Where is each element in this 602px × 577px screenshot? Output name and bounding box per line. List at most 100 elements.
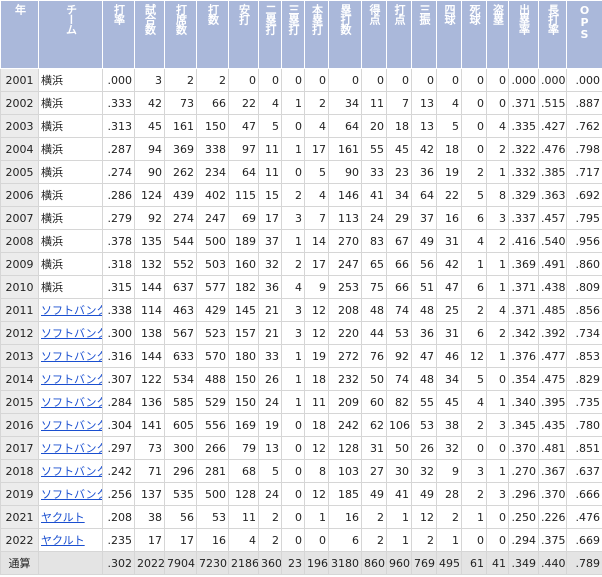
stat-cell: 0 [328,68,362,92]
stat-cell: .340 [508,390,539,414]
team-link[interactable]: ソフトバンク [41,465,103,478]
stat-cell: 0 [281,436,305,460]
stat-cell: .297 [102,436,135,460]
year-cell: 2021 [0,505,39,529]
header-text: 二塁打 [264,4,277,34]
team-link[interactable]: ソフトバンク [41,327,103,340]
column-header: 得点 [361,0,387,69]
stat-cell: 64 [328,114,362,138]
stat-cell: 402 [196,183,229,207]
stat-cell: 463 [164,298,197,322]
stat-cell: 150 [196,114,229,138]
stat-cell: .302 [102,551,135,575]
stat-cell: 556 [196,413,229,437]
data-row: 2017 ソフトバンク .297 73 300 266 79 13 0 12 128 31 50 26 32… [0,436,602,460]
stat-cell: 55 [361,137,387,161]
stat-cell: 4 [304,114,329,138]
stat-cell: 266 [196,436,229,460]
stat-cell: .375 [538,528,567,552]
stat-cell: .256 [102,482,135,506]
stat-cell: .851 [566,436,602,460]
stat-cell: 128 [328,436,362,460]
stat-cell: 42 [436,252,462,276]
team-cell: 横浜 [38,114,103,138]
team-link[interactable]: ソフトバンク [41,396,103,409]
data-row: 2006 横浜 .286 124 439 402 115 15 2 4 146 41 34 64 22 5 8.… [0,183,602,207]
stat-cell: 2 [258,528,282,552]
stat-cell: .860 [566,252,602,276]
team-link[interactable]: ヤクルト [41,511,85,524]
stat-cell: 36 [411,321,437,345]
team-cell: ソフトバンク [38,482,103,506]
team-link[interactable]: ソフトバンク [41,350,103,363]
stat-cell: 2022 [134,551,165,575]
stat-cell: 220 [328,321,362,345]
stat-cell: 18 [304,367,329,391]
year-cell: 2015 [0,390,39,414]
stat-cell: 161 [328,137,362,161]
team-link[interactable]: ソフトバンク [41,419,103,432]
stat-cell: 529 [196,390,229,414]
stat-cell: 16 [196,528,229,552]
stat-cell: .692 [566,183,602,207]
stat-cell: 157 [228,321,259,345]
stat-cell: 1 [281,367,305,391]
header-text: 打席数 [174,4,188,34]
stat-cell: .717 [566,160,602,184]
stat-cell: .370 [538,482,567,506]
stat-cell: 0 [486,436,509,460]
stat-cell: 281 [196,459,229,483]
team-link[interactable]: ソフトバンク [41,442,103,455]
team-link[interactable]: ソフトバンク [41,373,103,386]
data-row: 2018 ソフトバンク .242 71 296 281 68 5 0 8 103 27 30 32 9 3 1.… [0,459,602,483]
stat-cell: 42 [134,91,165,115]
stat-cell: 69 [228,206,259,230]
stat-cell: .226 [538,505,567,529]
stat-cell: 4 [461,229,487,253]
stat-cell: 0 [386,68,412,92]
stat-cell: 44 [361,321,387,345]
stat-cell: 32 [258,252,282,276]
stat-cell: 4 [486,114,509,138]
stat-cell: 145 [228,298,259,322]
stat-cell: 3 [461,459,487,483]
team-link[interactable]: ソフトバンク [41,488,103,501]
header-text: 盗塁 [491,4,505,24]
data-row: 2021 ヤクルト .208 38 56 53 11 2 0 1 16 2 1 12 2 1 0.250.226… [0,505,602,529]
stat-cell: 160 [228,252,259,276]
stat-cell: 49 [411,482,437,506]
stat-cell: .378 [102,229,135,253]
data-row: 2015 ソフトバンク .284 136 585 529 150 24 1 11 209 60 82 55… [0,390,602,414]
stat-cell: 242 [328,413,362,437]
stat-cell: 2 [281,252,305,276]
header-text: 出塁率 [517,4,531,34]
stat-cell: 439 [164,183,197,207]
stat-cell: .300 [102,321,135,345]
stat-cell: 300 [164,436,197,460]
stat-cell: 2 [461,298,487,322]
stat-cell: 19 [258,413,282,437]
stat-cell: 144 [134,275,165,299]
stat-cell: 12 [304,321,329,345]
stat-cell: .438 [538,275,567,299]
stat-cell: 585 [164,390,197,414]
year-cell: 2002 [0,91,39,115]
stat-cell: .481 [538,436,567,460]
stat-cell: 4 [281,275,305,299]
stat-cell: .318 [102,252,135,276]
stat-cell: 500 [196,229,229,253]
header-text: 試合数 [143,4,157,34]
stat-cell: 860 [361,551,387,575]
team-link[interactable]: ソフトバンク [41,304,103,317]
stat-cell: 4 [304,183,329,207]
stat-cell: 48 [411,367,437,391]
team-link[interactable]: ヤクルト [41,534,85,547]
stat-cell: 90 [134,160,165,184]
stat-cell: 2 [361,505,387,529]
stat-cell: 45 [386,137,412,161]
stat-cell: 30 [386,459,412,483]
stat-cell: 2 [486,137,509,161]
team-cell: 横浜 [38,183,103,207]
stat-cell: 633 [164,344,197,368]
stat-cell: 103 [328,459,362,483]
